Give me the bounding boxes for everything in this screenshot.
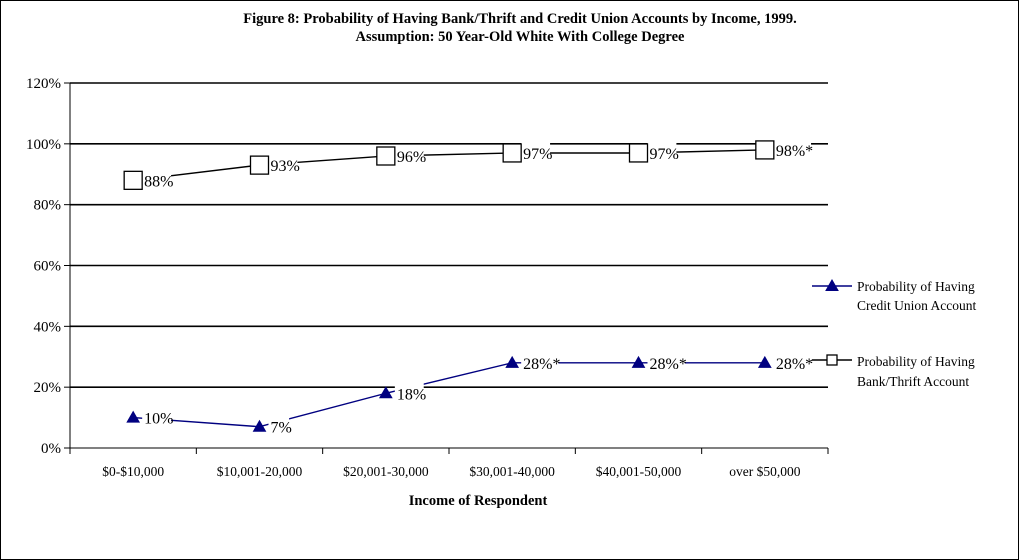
- data-label: 18%: [397, 386, 426, 403]
- series-layer: 10% 7% 18% 28%* 28%* 28%* 88% 93% 96% 97% 97% 98%*: [123, 139, 813, 437]
- data-point: [755, 140, 775, 160]
- axes: 0% 20% 40% 60% 80% 100% 120% $0-$10,000 $10,001-…: [26, 76, 829, 479]
- y-tick-label: 40%: [34, 319, 62, 335]
- chart-title: Figure 8: Probability of Having Bank/Thr…: [243, 11, 796, 27]
- data-point: [378, 386, 393, 399]
- data-label: 28%*: [650, 356, 687, 373]
- x-tick-label: $20,001-30,000: [343, 464, 429, 479]
- x-tick-label: $0-$10,000: [102, 464, 164, 479]
- x-tick-label: $30,001-40,000: [469, 464, 555, 479]
- data-label-bg: [268, 416, 290, 437]
- data-point: [505, 355, 520, 368]
- data-label: 88%: [144, 173, 173, 190]
- data-label: 97%: [523, 146, 552, 163]
- data-label: 28%*: [776, 356, 813, 373]
- series-credit-union: 10% 7% 18% 28%* 28%* 28%*: [126, 352, 813, 437]
- data-point: [123, 170, 143, 190]
- data-label-bg: [773, 352, 812, 373]
- data-point: [628, 143, 649, 163]
- data-label-bg: [394, 383, 424, 404]
- data-point: [631, 355, 646, 368]
- legend-marker: [826, 354, 838, 366]
- data-label-bg: [142, 407, 172, 428]
- data-label-bg: [647, 142, 677, 163]
- data-point: [502, 143, 522, 163]
- y-tick-label: 0%: [41, 441, 61, 457]
- data-point: [376, 146, 396, 166]
- data-label: 10%: [144, 411, 173, 428]
- legend-marker: [825, 278, 839, 291]
- x-axis-label: Income of Respondent: [409, 493, 548, 509]
- data-label: 7%: [271, 420, 292, 437]
- legend-item: Probability of Having Credit Union Accoun…: [812, 278, 976, 313]
- y-tick-label: 60%: [34, 259, 62, 275]
- legend-label: Probability of Having: [857, 354, 975, 369]
- legend: Probability of Having Credit Union Accoun…: [812, 278, 976, 389]
- data-label-bg: [647, 352, 685, 373]
- data-label: 28%*: [523, 356, 560, 373]
- y-tick-label: 20%: [34, 380, 62, 396]
- legend-label: Credit Union Account: [857, 298, 976, 313]
- data-point: [249, 155, 270, 175]
- legend-item: Probability of Having Bank/Thrift Account: [812, 354, 975, 389]
- data-point: [757, 355, 772, 368]
- chart-subtitle: Assumption: 50 Year-Old White With Colle…: [356, 29, 685, 45]
- data-label-bg: [521, 142, 551, 163]
- gridlines: [70, 82, 828, 388]
- y-tick-label: 100%: [26, 137, 61, 153]
- data-label-bg: [142, 170, 172, 191]
- data-label: 97%: [650, 146, 679, 163]
- data-label-bg: [773, 139, 812, 160]
- y-tick-label: 120%: [26, 76, 61, 92]
- legend-label: Bank/Thrift Account: [857, 374, 969, 389]
- data-label-bg: [521, 352, 559, 373]
- data-label: 98%*: [776, 143, 813, 160]
- data-label-bg: [268, 155, 298, 176]
- data-point: [126, 410, 141, 423]
- series-bank-thrift: 88% 93% 96% 97% 97% 98%*: [123, 139, 813, 191]
- legend-label: Probability of Having: [857, 279, 975, 294]
- x-tick-label: $40,001-50,000: [596, 464, 682, 479]
- data-label: 93%: [271, 158, 300, 175]
- data-point: [252, 419, 267, 432]
- x-tick-label: over $50,000: [729, 464, 800, 479]
- y-tick-label: 80%: [34, 198, 62, 214]
- data-label: 96%: [397, 149, 426, 166]
- x-tick-label: $10,001-20,000: [217, 464, 303, 479]
- data-label-bg: [394, 146, 424, 166]
